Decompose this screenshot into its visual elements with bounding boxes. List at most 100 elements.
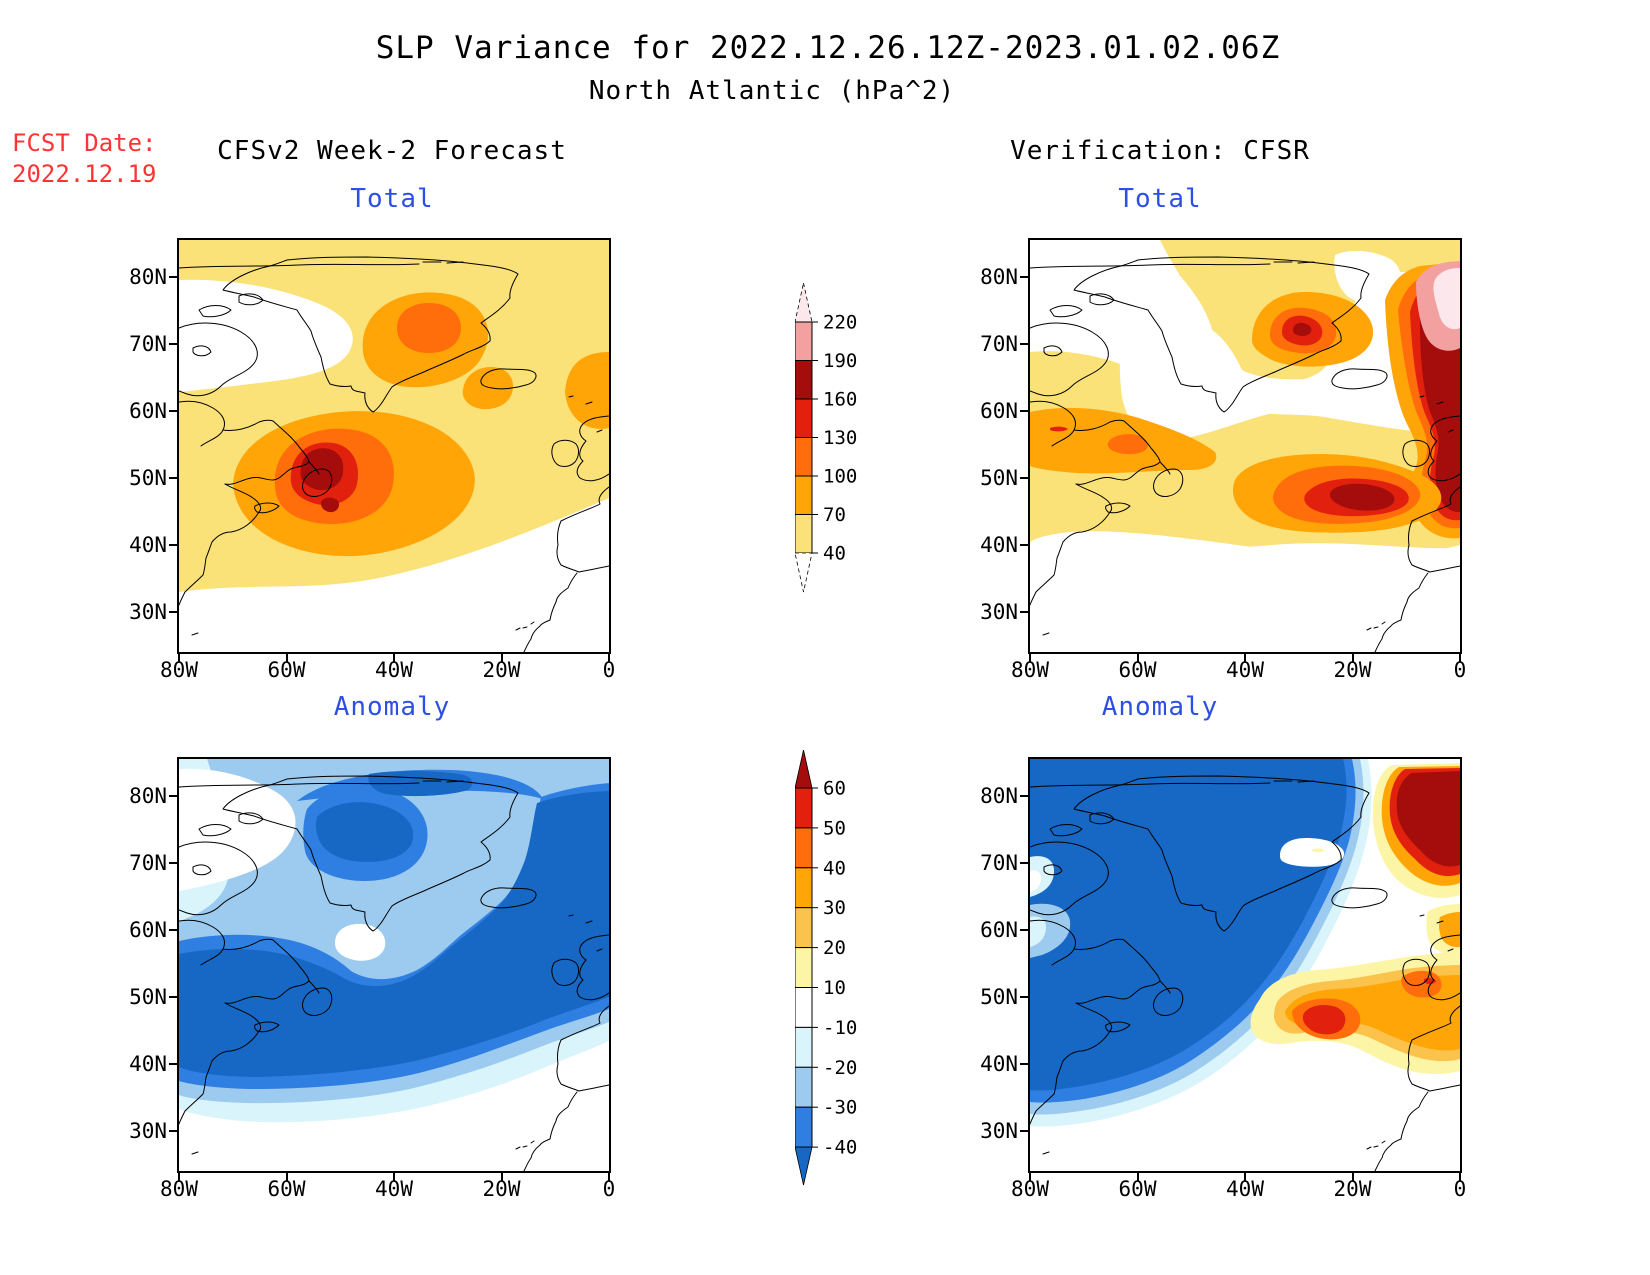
x-axis-tick-label: 80W — [160, 658, 198, 682]
y-axis-tick — [169, 1062, 177, 1065]
colorbar-segment — [794, 360, 813, 400]
colorbar-tick-label: 160 — [823, 389, 857, 411]
y-axis-tick — [1020, 610, 1028, 613]
x-axis-tick — [608, 1173, 610, 1181]
figure-title: SLP Variance for 2022.12.26.12Z-2023.01.… — [375, 30, 1281, 66]
map-verification-anomaly: 80N 70N 60N 50N 40N 30N 80W 60W 40W 20W 0 — [980, 757, 1466, 1201]
y-axis-tick-label: 60N — [129, 398, 167, 423]
colorbar-segment — [794, 987, 813, 1028]
y-axis-tick — [169, 543, 177, 546]
colorbar-tick-label: -20 — [823, 1057, 857, 1079]
y-axis-tick-label: 30N — [980, 599, 1018, 624]
colorbar-segment — [794, 907, 813, 949]
colorbar-segment — [794, 398, 813, 438]
panel-title-forecast-total: Total — [350, 184, 434, 214]
colorbar-segment — [794, 437, 813, 477]
y-axis-tick-label: 80N — [129, 264, 167, 289]
y-axis-tick-label: 40N — [129, 532, 167, 557]
y-axis-tick — [169, 1129, 177, 1132]
x-axis-tick-label: 80W — [1011, 658, 1049, 682]
colorbar-tick-label: 130 — [823, 427, 857, 449]
figure-subtitle: North Atlantic (hPa^2) — [588, 76, 956, 106]
y-axis-tick — [1020, 275, 1028, 278]
y-axis-tick-label: 50N — [129, 465, 167, 490]
x-axis-tick — [1029, 1173, 1031, 1181]
colorbar-total: 220 190 160 130 100 70 40 — [794, 282, 865, 600]
colorbar-tick-label: 60 — [823, 778, 846, 800]
x-axis-tick-label: 20W — [1333, 658, 1372, 682]
x-axis-tick-label: 40W — [1226, 658, 1264, 682]
y-axis-tick-label: 50N — [129, 984, 167, 1009]
x-axis-tick — [178, 654, 180, 662]
x-axis-tick — [1351, 654, 1354, 662]
forecast-date-value: 2022.12.19 — [12, 160, 157, 188]
cbar-total-svg: 220 190 160 130 100 70 40 — [794, 282, 857, 593]
y-axis-tick-label: 80N — [980, 264, 1018, 289]
x-axis-tick-label: 20W — [1333, 1177, 1372, 1201]
forecast-date-label: FCST Date: — [12, 129, 157, 157]
colorbar-tick-label: 220 — [823, 312, 857, 334]
x-axis-tick-label: 60W — [1118, 1177, 1157, 1201]
colorbar-bottom-tip — [794, 552, 813, 593]
x-axis-tick — [1244, 1173, 1246, 1181]
y-axis-tick — [1020, 928, 1028, 931]
x-axis-tick-label: 0 — [1453, 658, 1467, 682]
contour-plot-forecast-total — [179, 240, 609, 652]
y-axis-tick-label: 50N — [980, 465, 1018, 490]
y-axis-tick-label: 60N — [980, 398, 1018, 423]
y-axis-tick — [169, 928, 177, 931]
y-axis-tick — [169, 995, 177, 998]
x-axis-tick — [1459, 1173, 1461, 1181]
colorbar-tick-label: -30 — [823, 1097, 857, 1119]
map-forecast-anomaly: 80N 70N 60N 50N 40N 30N 80W 60W 40W 20W 0 — [129, 757, 615, 1201]
x-axis-tick — [178, 1173, 180, 1181]
colorbar-tick-label: 20 — [823, 937, 846, 959]
colorbar-segment — [794, 1026, 813, 1068]
y-axis-tick-label: 30N — [129, 599, 167, 624]
y-axis-tick-label: 70N — [980, 331, 1018, 356]
contour-plot-verification-anomaly — [1030, 759, 1460, 1171]
y-axis-tick-label: 30N — [980, 1118, 1018, 1143]
colorbar-segment — [794, 1066, 813, 1108]
y-axis-tick — [169, 610, 177, 613]
colorbar-segment — [794, 787, 813, 829]
x-axis-tick — [285, 1173, 288, 1181]
x-axis-tick — [285, 654, 288, 662]
x-axis-tick-label: 80W — [1011, 1177, 1049, 1201]
y-axis-tick-label: 70N — [129, 331, 167, 356]
y-axis-tick — [1020, 995, 1028, 998]
x-axis-tick-label: 20W — [482, 1177, 521, 1201]
x-axis-tick-label: 0 — [1453, 1177, 1467, 1201]
y-axis-tick — [1020, 1129, 1028, 1132]
colorbar-segment — [794, 827, 813, 869]
y-axis-tick-label: 80N — [980, 783, 1018, 808]
colorbar-tick-label: 30 — [823, 897, 846, 919]
panel-title-verification-total: Total — [1118, 184, 1202, 214]
x-axis-tick-label: 60W — [267, 658, 306, 682]
x-axis-tick-label: 60W — [1118, 658, 1157, 682]
map-verification-total: 80N 70N 60N 50N 40N 30N 80W 60W 40W 20W 0 — [980, 238, 1466, 682]
x-axis-tick — [1351, 1173, 1354, 1181]
x-axis-tick — [1244, 654, 1246, 662]
y-axis-tick — [169, 861, 177, 864]
colorbar-top-tip — [794, 749, 813, 789]
y-axis-tick — [169, 794, 177, 797]
colorbar-tick-label: -10 — [823, 1017, 857, 1039]
x-axis-tick-label: 40W — [375, 658, 413, 682]
x-axis-tick-label: 0 — [602, 1177, 616, 1201]
colorbar-top-tip — [794, 282, 813, 323]
y-axis-tick — [1020, 794, 1028, 797]
y-axis-tick — [1020, 476, 1028, 479]
y-axis-tick-label: 50N — [980, 984, 1018, 1009]
x-axis-tick — [1136, 654, 1139, 662]
y-axis-tick — [169, 275, 177, 278]
contour-fills — [1030, 759, 1460, 1171]
colorbar-tick-label: -40 — [823, 1137, 857, 1159]
contour-fills — [1030, 240, 1460, 652]
y-axis-tick-label: 60N — [129, 917, 167, 942]
y-axis-tick-label: 80N — [129, 783, 167, 808]
map-forecast-total: 80N 70N 60N 50N 40N 30N 80W 60W 40W 20W 0 — [129, 238, 615, 682]
y-axis-tick — [1020, 342, 1028, 345]
x-axis-tick-label: 20W — [482, 658, 521, 682]
